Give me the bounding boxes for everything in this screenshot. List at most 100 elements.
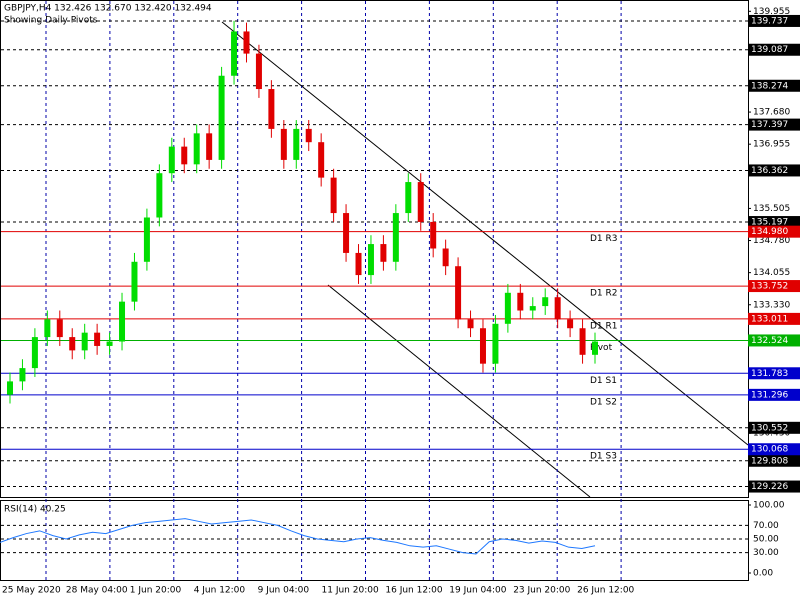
candle-body xyxy=(280,128,287,160)
candle-body xyxy=(44,319,51,338)
candle-body xyxy=(168,146,175,174)
candle-body xyxy=(243,31,250,54)
price-box-label: 130.552 xyxy=(751,423,788,433)
x-tick-label: 28 May 04:00 xyxy=(66,586,128,596)
pivot-box-label: 134.980 xyxy=(751,227,788,237)
candle-body xyxy=(579,328,586,355)
candle-body xyxy=(206,133,213,160)
price-box xyxy=(748,118,800,131)
candle-body xyxy=(69,337,76,351)
candle-body xyxy=(479,328,486,364)
y-tick-label: 137.680 xyxy=(753,108,790,118)
rsi-title: RSI(14) 40.25 xyxy=(4,505,66,515)
price-box-label: 137.397 xyxy=(751,120,788,130)
pivot-box xyxy=(748,388,800,401)
candle-body xyxy=(330,177,337,214)
y-tick-label: 136.955 xyxy=(753,140,790,150)
price-box-label: 139.737 xyxy=(751,16,788,26)
price-box xyxy=(748,164,800,177)
pivot-name: D1 R3 xyxy=(590,234,618,244)
candle-body xyxy=(31,337,38,369)
pivot-name: D1 S1 xyxy=(590,376,617,386)
pivot-box xyxy=(748,334,800,347)
chart-title: GBPJPY,H4 132.426 132.670 132.420 132.49… xyxy=(4,4,212,14)
price-box xyxy=(748,421,800,434)
x-tick-label: 9 Jun 04:00 xyxy=(258,586,310,596)
candle-body xyxy=(305,128,312,143)
candle-body xyxy=(504,292,511,324)
candle-body xyxy=(517,292,524,311)
candle-body xyxy=(343,213,350,253)
pivot-name: Pivot xyxy=(590,343,613,353)
pivot-box xyxy=(748,225,800,238)
y-tick-label: 50.00 xyxy=(753,535,779,545)
x-tick-label: 1 Jun 20:00 xyxy=(130,586,182,596)
candle-body xyxy=(56,319,63,338)
price-box xyxy=(748,14,800,27)
pivot-box xyxy=(748,312,800,325)
y-tick-label: 0.00 xyxy=(753,569,773,579)
candle-body xyxy=(529,306,536,311)
y-tick-label: 70.00 xyxy=(753,521,779,531)
price-box-label: 129.226 xyxy=(751,482,788,492)
candle-body xyxy=(392,213,399,262)
pivot-name: D1 R1 xyxy=(590,321,618,331)
price-box-label: 135.197 xyxy=(751,218,788,228)
candle-body xyxy=(268,89,275,129)
pivot-name: D1 R2 xyxy=(590,289,618,299)
price-box xyxy=(748,79,800,92)
y-tick-label: 134.780 xyxy=(753,236,790,246)
rsi-line xyxy=(0,518,596,555)
candle-body xyxy=(131,261,138,302)
candle-body xyxy=(293,128,300,160)
pivot-name: D1 S3 xyxy=(590,452,617,462)
candle-body xyxy=(255,53,262,90)
candle-body xyxy=(542,297,549,307)
x-tick-label: 25 May 2020 xyxy=(2,586,61,596)
candle-body xyxy=(355,252,362,276)
candle-body xyxy=(7,381,13,395)
price-box xyxy=(748,454,800,467)
y-tick-label: 139.955 xyxy=(753,7,790,17)
pivot-name: D1 S2 xyxy=(590,397,617,407)
candle-body xyxy=(143,217,150,262)
candle-body xyxy=(218,75,225,160)
candle-body xyxy=(455,266,462,320)
candle-body xyxy=(231,31,238,76)
y-tick-label: 100.00 xyxy=(753,501,785,511)
price-box xyxy=(748,216,800,229)
trend-line xyxy=(327,284,591,498)
x-tick-label: 26 Jun 12:00 xyxy=(577,586,634,596)
candle-body xyxy=(193,133,200,165)
candle-body xyxy=(367,244,374,276)
pivot-box-label: 133.752 xyxy=(751,282,788,292)
candle-body xyxy=(405,182,412,214)
pivot-box-label: 131.783 xyxy=(751,369,788,379)
x-tick-label: 23 Jun 20:00 xyxy=(513,586,570,596)
pivot-box xyxy=(748,280,800,293)
pivot-box-label: 131.296 xyxy=(751,390,788,400)
candle-body xyxy=(380,244,387,262)
pivot-box-label: 133.011 xyxy=(751,314,788,324)
candle-body xyxy=(567,319,574,329)
y-tick-label: 133.330 xyxy=(753,300,790,310)
candle-body xyxy=(442,248,449,267)
candle-body xyxy=(119,301,126,342)
price-box xyxy=(748,480,800,493)
x-tick-label: 16 Jun 12:00 xyxy=(385,586,442,596)
price-box-label: 129.808 xyxy=(751,456,788,466)
price-box xyxy=(748,43,800,56)
x-tick-label: 4 Jun 12:00 xyxy=(194,586,246,596)
y-tick-label: 134.055 xyxy=(753,268,790,278)
x-tick-label: 19 Jun 04:00 xyxy=(449,586,506,596)
candle-body xyxy=(156,173,163,218)
trend-line xyxy=(221,21,749,446)
x-tick-label: 11 Jun 20:00 xyxy=(322,586,379,596)
price-box-label: 139.087 xyxy=(751,45,788,55)
price-box-label: 136.362 xyxy=(751,166,788,176)
candle-body xyxy=(19,368,26,382)
candle-body xyxy=(106,341,113,346)
pivot-box-label: 132.524 xyxy=(751,336,788,346)
